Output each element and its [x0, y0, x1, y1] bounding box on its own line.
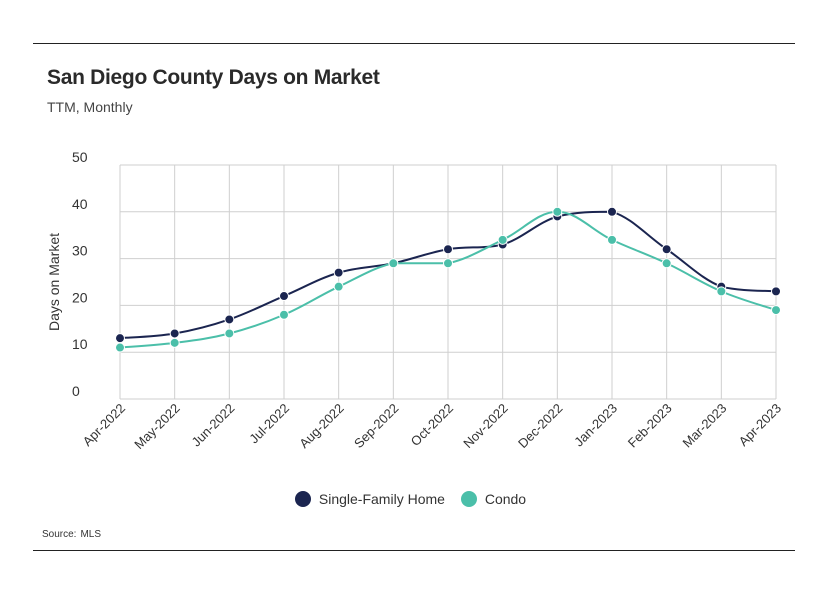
x-tick-label: Dec-2022	[515, 401, 565, 451]
x-tick-label: Apr-2022	[80, 401, 128, 449]
data-point-single-family[interactable]	[333, 267, 344, 278]
data-point-single-family[interactable]	[169, 328, 180, 339]
x-tick-label: Sep-2022	[351, 401, 401, 451]
x-axis-ticks: Apr-2022 May-2022 Jun-2022 Jul-2022 Aug-2022…	[80, 401, 784, 452]
data-point-condo[interactable]	[224, 328, 235, 339]
y-tick-label: 50	[72, 149, 88, 165]
y-tick-label: 10	[72, 336, 88, 352]
data-point-condo[interactable]	[661, 258, 672, 269]
data-point-single-family[interactable]	[607, 206, 617, 217]
data-point-condo[interactable]	[169, 337, 180, 348]
bottom-rule	[33, 550, 795, 551]
x-tick-label: Aug-2022	[296, 401, 346, 451]
x-tick-label: Nov-2022	[460, 401, 510, 451]
y-axis-ticks: 0 10 20 30 40 50	[72, 149, 88, 399]
data-point-condo[interactable]	[607, 234, 617, 245]
top-rule	[33, 43, 795, 44]
x-tick-label: Apr-2023	[736, 401, 784, 449]
data-point-condo[interactable]	[552, 206, 563, 217]
chart-subtitle: TTM, Monthly	[47, 99, 133, 115]
legend-label-condo: Condo	[484, 491, 527, 507]
legend-marker-condo	[460, 491, 477, 507]
source-note: Source: MLS	[42, 529, 105, 540]
data-point-single-family[interactable]	[279, 291, 289, 302]
x-tick-label: May-2022	[131, 401, 182, 452]
data-point-single-family[interactable]	[443, 244, 453, 255]
y-tick-label: 30	[72, 243, 88, 259]
legend-item-condo[interactable]: Condo	[460, 491, 527, 507]
x-tick-label: Feb-2023	[625, 401, 675, 451]
y-axis-label: Days on Market	[46, 233, 62, 331]
data-point-single-family[interactable]	[224, 314, 235, 325]
data-point-condo[interactable]	[497, 234, 508, 245]
y-tick-label: 40	[72, 196, 88, 212]
data-point-condo[interactable]	[443, 258, 453, 269]
x-tick-label: Jun-2022	[189, 401, 238, 450]
source-label: Source:	[42, 529, 77, 540]
data-point-condo[interactable]	[333, 281, 344, 292]
source-value: MLS	[80, 529, 102, 540]
data-point-condo[interactable]	[771, 305, 781, 316]
y-tick-label: 20	[72, 289, 88, 305]
data-point-single-family[interactable]	[115, 333, 125, 344]
chart-title: San Diego County Days on Market	[47, 66, 380, 89]
series-group	[115, 206, 781, 353]
legend-marker-single-family	[294, 491, 311, 507]
data-point-condo[interactable]	[115, 342, 125, 353]
x-tick-label: Oct-2022	[408, 401, 456, 449]
legend-item-single-family[interactable]: Single-Family Home	[294, 491, 445, 507]
legend: Single-Family Home Condo	[0, 491, 821, 510]
y-tick-label: 0	[72, 383, 80, 399]
x-tick-label: Jan-2023	[571, 401, 620, 450]
data-point-condo[interactable]	[279, 309, 289, 320]
grid	[119, 164, 777, 400]
data-point-single-family[interactable]	[661, 244, 672, 255]
data-point-condo[interactable]	[716, 286, 727, 297]
data-point-condo[interactable]	[388, 258, 399, 269]
legend-label-single-family: Single-Family Home	[318, 491, 445, 507]
data-point-single-family[interactable]	[771, 286, 781, 297]
x-tick-label: Mar-2023	[680, 401, 730, 451]
x-tick-label: Jul-2022	[246, 401, 292, 447]
